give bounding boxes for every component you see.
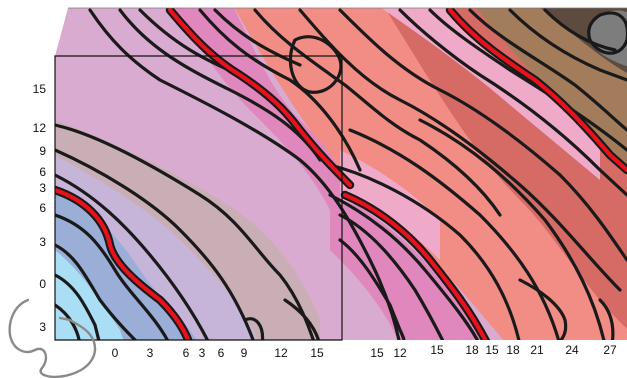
bottom-label: 18 <box>465 343 479 357</box>
left-axis-labels: 15 12 9 6 3 6 3 0 3 <box>33 82 47 334</box>
bottom-label: 21 <box>530 343 544 357</box>
bottom-label: 15 <box>310 346 324 360</box>
left-label: 6 <box>39 201 46 215</box>
left-label: 6 <box>39 165 46 179</box>
left-label: 3 <box>39 181 46 195</box>
bottom-label: 12 <box>393 346 407 360</box>
lasso-outline <box>8 298 97 378</box>
left-label: 15 <box>33 82 47 96</box>
contour-lines <box>55 8 627 340</box>
bottom-label: 6 <box>218 346 225 360</box>
left-label: 3 <box>39 320 46 334</box>
bottom-label: 3 <box>147 346 154 360</box>
bottom-label: 15 <box>370 346 384 360</box>
index-contours <box>55 8 627 340</box>
bottom-label: 0 <box>112 346 119 360</box>
bottom-label: 9 <box>241 346 248 360</box>
bottom-label: 15 <box>430 343 444 357</box>
bottom-label: 3 <box>199 346 206 360</box>
left-label: 0 <box>39 277 46 291</box>
bottom-label: 27 <box>603 343 617 357</box>
bottom-label: 18 <box>506 343 520 357</box>
bottom-label: 6 <box>183 346 190 360</box>
bottom-label: 12 <box>274 346 288 360</box>
left-label: 12 <box>33 121 47 135</box>
bottom-label: 24 <box>565 343 579 357</box>
map-frame <box>54 55 343 341</box>
bottom-label: 15 <box>485 343 499 357</box>
left-label: 9 <box>39 144 46 158</box>
bottom-axis-labels: 0 3 6 3 6 9 12 15 15 12 15 18 15 18 21 2… <box>112 343 617 360</box>
left-label: 3 <box>39 235 46 249</box>
